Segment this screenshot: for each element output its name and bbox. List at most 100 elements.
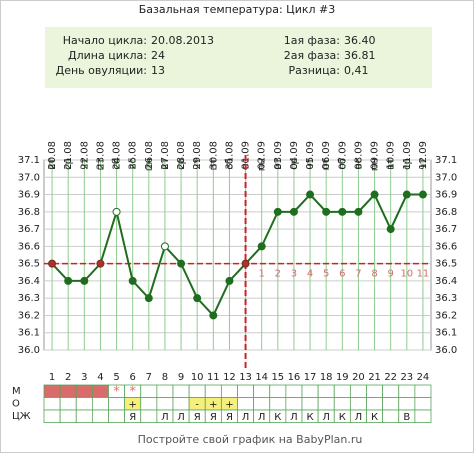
date-label: 26.08 (144, 141, 155, 170)
row-cell (59, 384, 77, 398)
x-tick-label: 1 (49, 372, 55, 383)
row-cell (349, 397, 367, 411)
y-tick-label: 36.1 (18, 328, 40, 339)
row-cell-text: Я (194, 412, 201, 423)
row-cell (398, 384, 416, 398)
row-cell-text: Л (161, 412, 169, 423)
row-cell (59, 397, 77, 411)
temperature-point (289, 207, 298, 216)
row-cell-text: Л (290, 412, 298, 423)
row-cell (43, 409, 61, 423)
weekday-label: чт (79, 158, 90, 170)
x-tick-label: 15 (271, 372, 284, 383)
row-cell (237, 384, 255, 398)
row-cell (43, 384, 61, 398)
weekday-label: пн (144, 158, 155, 171)
date-label: 30.08 (208, 141, 219, 170)
row-cell-text: Я (210, 412, 217, 423)
weekday-label: чт (192, 158, 203, 170)
weekday-label: вс (241, 158, 252, 169)
phase2-day-number: 10 (400, 269, 413, 280)
row-cell-text: + (225, 400, 233, 411)
row-cell (414, 397, 432, 411)
weekday-label: вт (47, 158, 58, 170)
phase2-day-number: 5 (323, 269, 329, 280)
date-label: 12.09 (418, 141, 429, 170)
weekday-label: вт (273, 158, 284, 170)
row-cell (301, 384, 319, 398)
phase2-day-number: 1 (259, 269, 265, 280)
info-value: 36.40 (344, 34, 376, 47)
phase2-day-number: 11 (417, 269, 430, 280)
date-label: 23.08 (95, 141, 106, 170)
info-label: 2ая фаза: (284, 49, 340, 62)
weekday-label: ср (176, 158, 187, 170)
y-tick-label-right: 36.3 (435, 293, 457, 304)
x-tick-label: 18 (320, 372, 333, 383)
row-cell (75, 397, 93, 411)
row-cell (414, 409, 432, 423)
date-label: 22.08 (79, 141, 90, 170)
row-cell (366, 384, 384, 398)
temperature-point (193, 294, 202, 303)
weekday-label: чт (305, 158, 316, 170)
info-label: Разница: (289, 64, 341, 77)
y-tick-label-right: 36.4 (435, 276, 457, 287)
temperature-point (402, 190, 411, 199)
temperature-point (338, 207, 347, 216)
x-tick-label: 11 (207, 372, 220, 383)
date-label: 02.09 (257, 141, 268, 170)
row-cell (188, 384, 206, 398)
row-cell (349, 384, 367, 398)
row-cell (59, 409, 77, 423)
weekday-label: вт (386, 158, 397, 170)
row-label: О (12, 399, 20, 410)
temperature-point (386, 225, 395, 234)
row-cell (108, 409, 126, 423)
row-cell (333, 397, 351, 411)
weekday-label: пт (95, 158, 106, 171)
y-tick-label-right: 36.2 (435, 310, 457, 321)
x-tick-label: 2 (65, 372, 71, 383)
date-label: 21.08 (63, 141, 74, 170)
row-cell (269, 397, 287, 411)
row-cell (140, 397, 158, 411)
row-cell-text: К (274, 412, 281, 423)
temperature-point (354, 207, 363, 216)
temperature-point (322, 207, 331, 216)
row-label: М (12, 386, 21, 397)
row-cell (301, 397, 319, 411)
temperature-point (96, 259, 105, 268)
temperature-point (48, 259, 57, 268)
row-cell (366, 397, 384, 411)
temperature-point (257, 242, 266, 251)
temperature-point (273, 207, 282, 216)
phase2-day-number: 8 (371, 269, 377, 280)
row-cell (285, 397, 303, 411)
date-label: 27.08 (160, 141, 171, 170)
y-tick-label-right: 37.1 (435, 155, 457, 166)
x-tick-label: 23 (400, 372, 413, 383)
row-cell (156, 384, 174, 398)
x-tick-label: 13 (239, 372, 252, 383)
temperature-point (209, 311, 218, 320)
row-cell-text: + (128, 400, 136, 411)
row-cell (333, 384, 351, 398)
info-value: 0,41 (344, 64, 369, 77)
row-cell-text: В (403, 412, 410, 423)
row-cell-text: + (209, 400, 217, 411)
date-label: 03.09 (273, 141, 284, 170)
row-cell (382, 397, 400, 411)
temperature-point (144, 294, 153, 303)
weekday-label: ср (289, 158, 300, 170)
x-tick-label: 6 (130, 372, 136, 383)
row-cell (220, 384, 238, 398)
row-cell-text: * (129, 385, 136, 400)
date-label: 11.09 (402, 141, 413, 170)
temperature-point (64, 276, 73, 285)
x-tick-label: 3 (81, 372, 87, 383)
y-tick-label: 36.9 (18, 190, 40, 201)
y-tick-label: 37.1 (18, 155, 40, 166)
temperature-point (241, 259, 250, 268)
